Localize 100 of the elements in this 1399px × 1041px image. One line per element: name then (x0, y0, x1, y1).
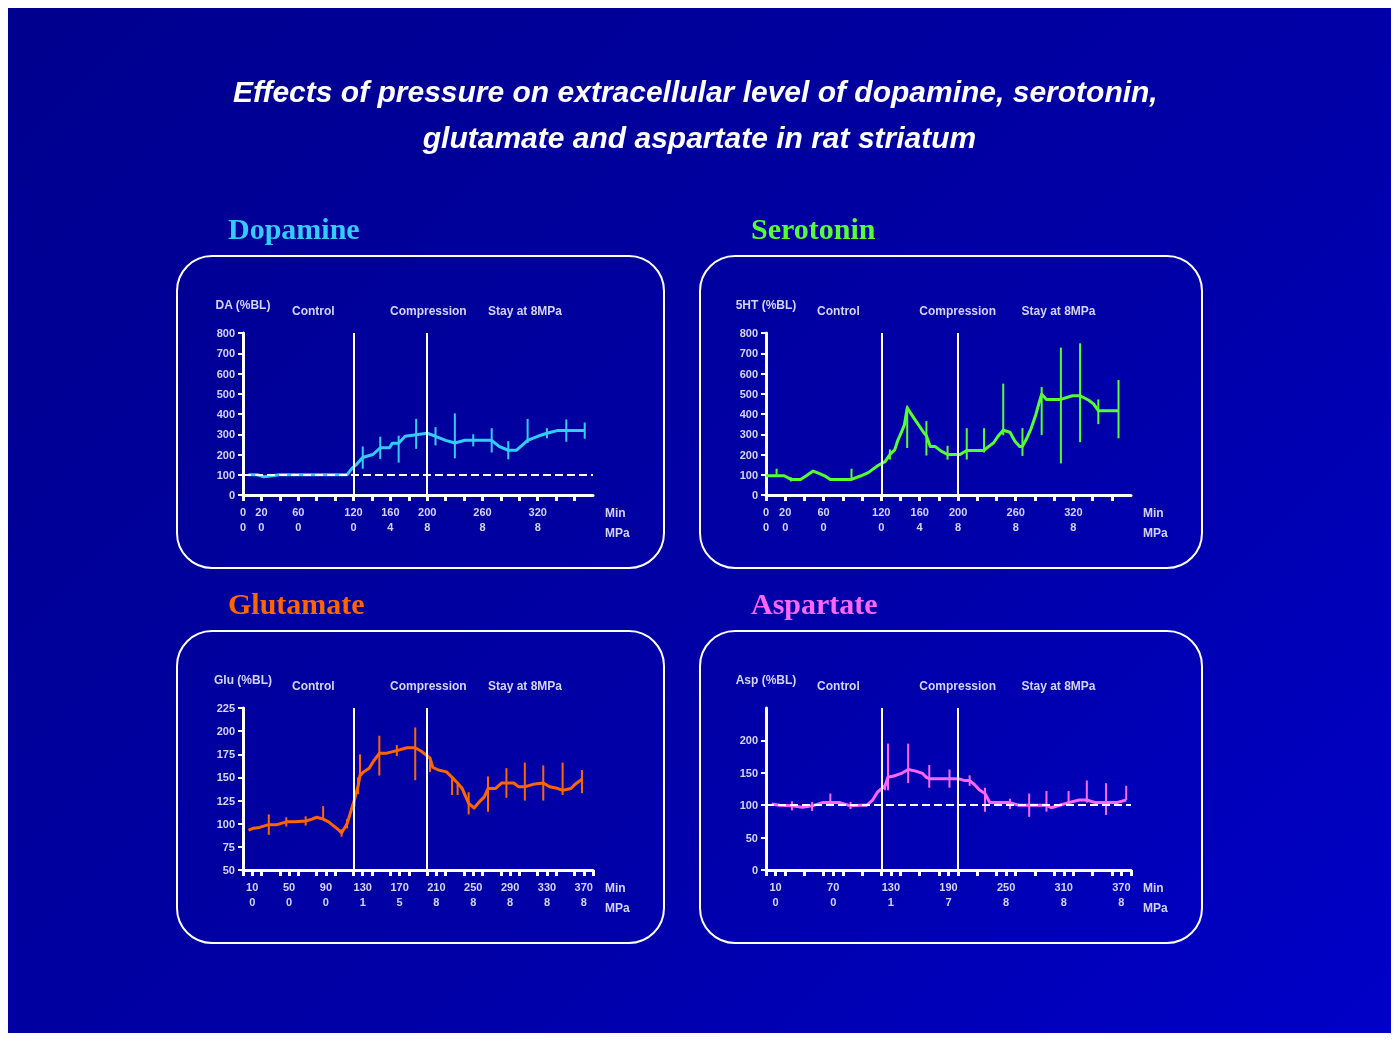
text: 8 (433, 895, 440, 908)
text: 8 (479, 520, 486, 533)
text: 5 (396, 895, 403, 908)
y-tick-label: 50 (745, 831, 758, 844)
text: 7 (945, 895, 952, 908)
x-axis-title: Min MPa (605, 506, 630, 540)
x-tick-label: 60 (292, 506, 305, 518)
x-tick-label: 10 (246, 881, 259, 893)
x-tick-label: 370 (574, 881, 593, 893)
x-tick-label: 0 (239, 506, 247, 518)
text: Stay at 8MPa (1021, 304, 1096, 318)
y-tick-label: 50 (222, 864, 235, 876)
y-axis-title: Asp (%BL) (735, 673, 797, 687)
text: 1 (359, 895, 366, 908)
text: 0 (258, 520, 265, 533)
y-tick-label: 100 (216, 817, 235, 830)
x-tick-label: 190 (939, 881, 958, 893)
y-axis-title: DA (%BL) (215, 298, 271, 312)
text: 0 (295, 520, 302, 533)
text: 8 (1070, 520, 1077, 533)
x-tick-label: 50 (282, 881, 296, 893)
chart-title: Glutamate (228, 586, 365, 620)
text: Compression (390, 679, 467, 693)
x-tick-label: 130 (881, 881, 901, 893)
text: 0 (762, 520, 770, 533)
text: 0 (249, 895, 256, 908)
y-axis-title: Glu (%BL) (214, 673, 272, 687)
x-tick-label: 60 (817, 506, 830, 518)
text: 4 (916, 520, 924, 533)
x-tick-label: 200 (418, 506, 437, 518)
y-tick-label: 150 (739, 766, 758, 779)
x-tick-label: 170 (390, 881, 409, 893)
x-tick-label: 250 (996, 881, 1016, 893)
text: 0 (782, 520, 789, 533)
text: Control (292, 304, 335, 318)
y-tick-label: 225 (216, 702, 235, 714)
text: 8 (955, 520, 962, 533)
x-tick-label: 210 (427, 881, 446, 893)
text: Compression (919, 304, 996, 318)
y-tick-label: 150 (216, 771, 235, 784)
text: Control (292, 679, 335, 693)
y-tick-label: 800 (739, 327, 758, 339)
chart-title: Dopamine (228, 211, 360, 245)
y-tick-label: 100 (216, 468, 235, 481)
y-tick-label: 200 (216, 725, 235, 738)
y-tick-label: 75 (222, 840, 235, 853)
text: 8 (1060, 895, 1067, 908)
text: 0 (878, 520, 885, 533)
x-tick-label: 160 (381, 506, 400, 518)
chart-title: Aspartate (751, 586, 878, 620)
text: 0 (322, 895, 329, 908)
x-tick-label: 120 (344, 506, 363, 518)
y-tick-label: 500 (216, 387, 235, 400)
x-tick-label: 260 (1006, 506, 1025, 518)
text: 0 (350, 520, 357, 533)
y-tick-label: 400 (739, 408, 758, 420)
text: Compression (919, 679, 996, 693)
text: Stay at 8MPa (1021, 679, 1096, 693)
x-tick-label: 90 (319, 881, 333, 893)
text: Compression (390, 304, 467, 318)
x-axis-title: Min MPa (605, 881, 630, 915)
x-tick-label: 320 (528, 506, 547, 518)
x-tick-label: 160 (910, 506, 929, 518)
y-axis-title: 5HT (%BL) (735, 298, 797, 312)
x-tick-label: 370 (1112, 881, 1131, 893)
y-tick-label: 175 (216, 748, 235, 761)
text: 8 (534, 520, 541, 533)
x-tick-label: 260 (473, 506, 492, 518)
y-tick-label: 0 (751, 489, 758, 501)
x-tick-label: 120 (872, 506, 891, 518)
text: 8 (543, 895, 551, 908)
y-tick-label: 200 (216, 448, 235, 461)
x-tick-label: 20 (255, 506, 268, 518)
x-tick-label: 0 (762, 506, 770, 518)
x-tick-label: 310 (1054, 881, 1073, 893)
text: 8 (580, 895, 587, 908)
text: Control (817, 304, 860, 318)
y-tick-label: 700 (739, 347, 758, 360)
text: 8 (507, 895, 514, 908)
y-tick-label: 0 (751, 864, 758, 876)
x-tick-label: 10 (769, 881, 782, 893)
y-tick-label: 125 (216, 794, 235, 807)
x-axis-title: Min MPa (1143, 506, 1168, 540)
y-tick-label: 200 (739, 734, 758, 747)
x-tick-label: 320 (1064, 506, 1083, 518)
x-tick-label: 330 (537, 881, 557, 893)
y-tick-label: 500 (739, 387, 758, 400)
text: 8 (1012, 520, 1019, 533)
text: 0 (239, 520, 247, 533)
y-tick-label: 700 (216, 347, 235, 360)
text: Stay at 8MPa (488, 304, 563, 318)
y-tick-label: 0 (228, 489, 235, 501)
x-tick-label: 290 (500, 881, 520, 893)
y-tick-label: 600 (216, 367, 235, 380)
y-tick-label: 200 (739, 448, 758, 461)
text: 8 (1118, 895, 1125, 908)
y-tick-label: 100 (739, 468, 758, 481)
text: Stay at 8MPa (488, 679, 563, 693)
x-tick-label: 250 (464, 881, 483, 893)
text: 0 (285, 895, 293, 908)
